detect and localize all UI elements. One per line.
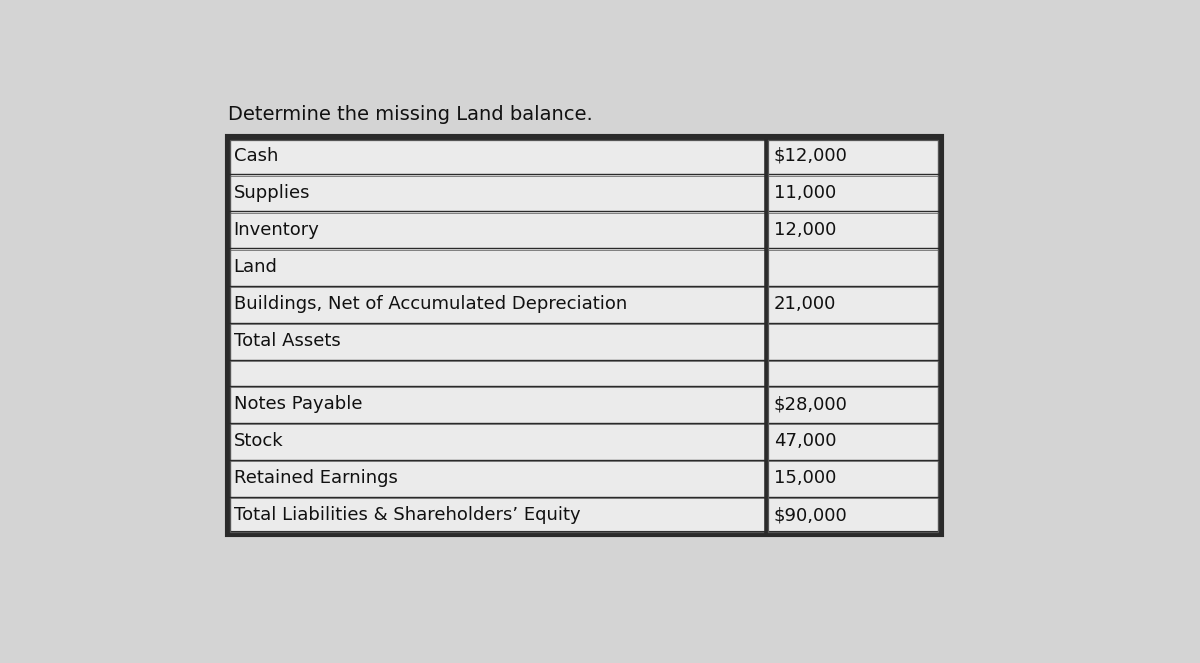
- Text: Total Liabilities & Shareholders’ Equity: Total Liabilities & Shareholders’ Equity: [234, 507, 581, 524]
- Text: Inventory: Inventory: [234, 221, 319, 239]
- Text: $12,000: $12,000: [774, 147, 847, 165]
- Text: Cash: Cash: [234, 147, 278, 165]
- Text: $28,000: $28,000: [774, 395, 847, 413]
- Text: 12,000: 12,000: [774, 221, 836, 239]
- Text: Buildings, Net of Accumulated Depreciation: Buildings, Net of Accumulated Depreciati…: [234, 295, 626, 313]
- Text: 47,000: 47,000: [774, 432, 836, 450]
- Text: Stock: Stock: [234, 432, 283, 450]
- Text: $90,000: $90,000: [774, 507, 847, 524]
- Bar: [230, 140, 938, 532]
- Bar: [228, 137, 941, 534]
- Text: Land: Land: [234, 258, 277, 276]
- Text: 21,000: 21,000: [774, 295, 836, 313]
- Text: Determine the missing Land balance.: Determine the missing Land balance.: [228, 105, 593, 124]
- Text: 15,000: 15,000: [774, 469, 836, 487]
- Bar: [228, 137, 941, 534]
- Text: Total Assets: Total Assets: [234, 332, 341, 350]
- Text: Supplies: Supplies: [234, 184, 310, 202]
- Text: 11,000: 11,000: [774, 184, 836, 202]
- Text: Notes Payable: Notes Payable: [234, 395, 362, 413]
- Text: Retained Earnings: Retained Earnings: [234, 469, 397, 487]
